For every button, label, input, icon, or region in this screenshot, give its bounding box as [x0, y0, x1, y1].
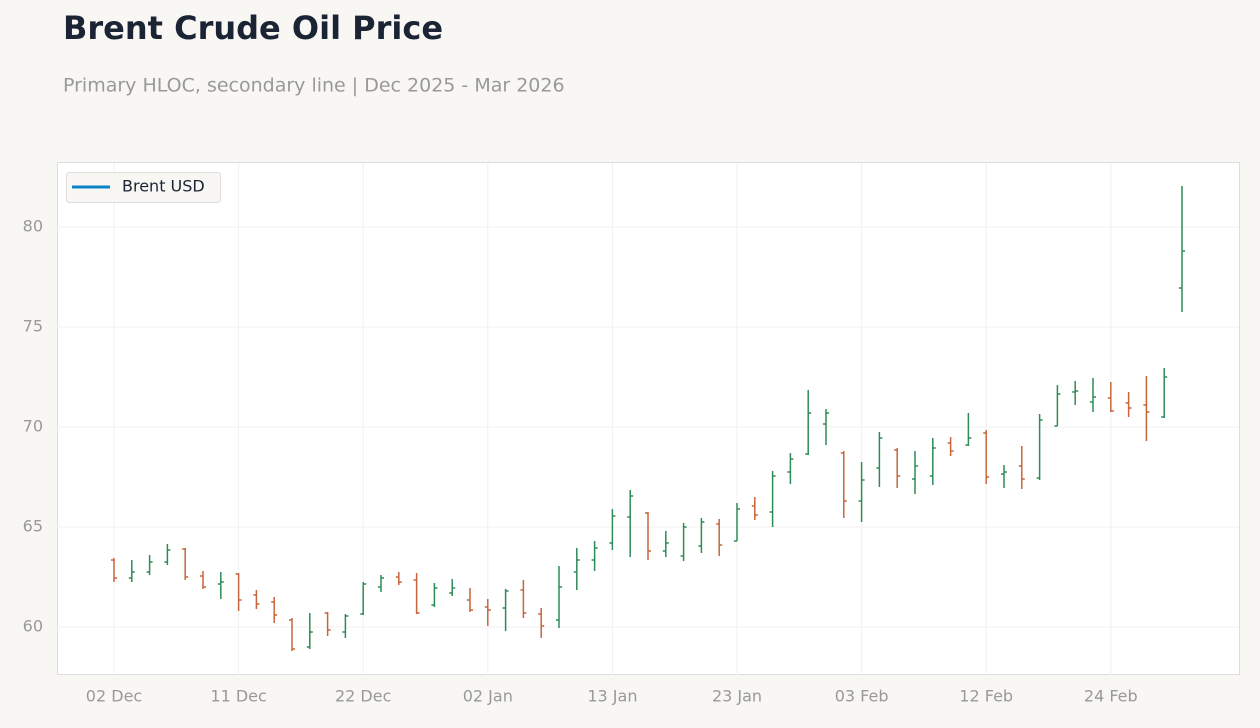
x-tick-label: 11 Dec: [210, 687, 266, 706]
x-tick-label: 03 Feb: [835, 687, 889, 706]
x-tick-label: 22 Dec: [335, 687, 391, 706]
plot-area: [57, 162, 1240, 675]
legend-label: Brent USD: [122, 177, 205, 196]
y-tick-label: 70: [23, 417, 43, 436]
chart-title: Brent Crude Oil Price: [63, 9, 443, 47]
x-tick-label: 13 Jan: [587, 687, 637, 706]
y-tick-label: 65: [23, 517, 43, 536]
x-tick-label: 23 Jan: [712, 687, 762, 706]
x-tick-label: 02 Dec: [86, 687, 142, 706]
chart-subtitle: Primary HLOC, secondary line | Dec 2025 …: [63, 75, 565, 97]
x-tick-label: 02 Jan: [463, 687, 513, 706]
x-tick-label: 24 Feb: [1084, 687, 1138, 706]
y-tick-label: 60: [23, 617, 43, 636]
x-tick-label: 12 Feb: [959, 687, 1013, 706]
y-tick-label: 80: [23, 217, 43, 236]
legend-box: [66, 172, 221, 203]
y-tick-label: 75: [23, 317, 43, 336]
